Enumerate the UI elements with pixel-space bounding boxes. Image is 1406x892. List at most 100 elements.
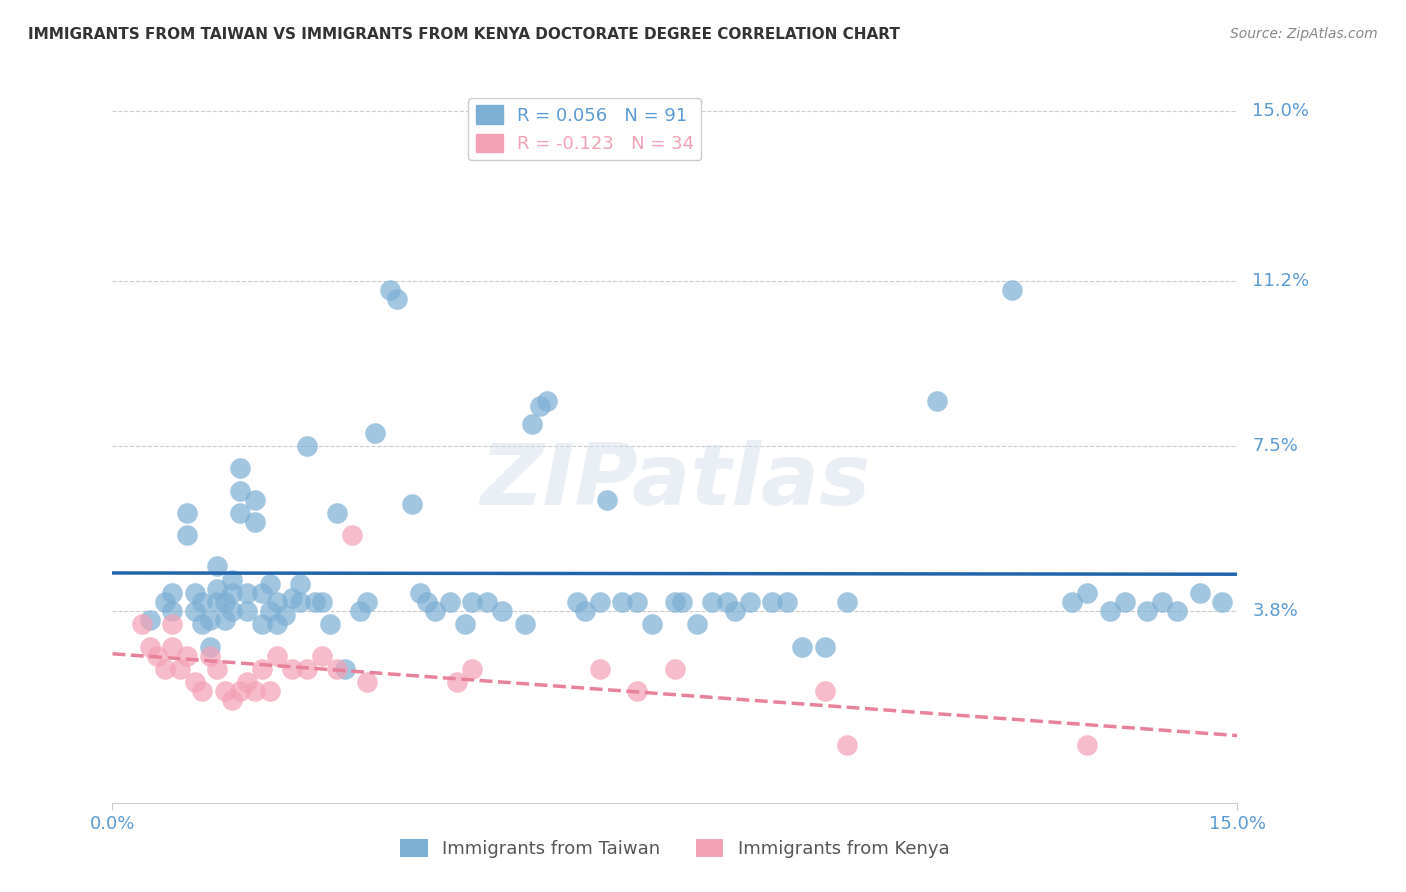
Point (626, 595, 648, 609)
Point (214, 684, 236, 698)
Point (266, 595, 288, 609)
Point (1211, 595, 1233, 609)
Legend: Immigrants from Taiwan, Immigrants from Kenya: Immigrants from Taiwan, Immigrants from … (394, 831, 956, 865)
Point (162, 640, 184, 654)
Point (259, 684, 281, 698)
Point (416, 595, 439, 609)
Point (761, 595, 783, 609)
Point (792, 640, 814, 654)
Point (513, 617, 536, 632)
Point (297, 662, 319, 676)
Point (333, 662, 356, 676)
Text: IMMIGRANTS FROM TAIWAN VS IMMIGRANTS FROM KENYA DOCTORATE DEGREE CORRELATION CHA: IMMIGRANTS FROM TAIWAN VS IMMIGRANTS FRO… (28, 27, 900, 42)
Point (409, 586, 432, 600)
Point (191, 595, 214, 609)
Point (1114, 595, 1136, 609)
Point (311, 595, 333, 609)
Point (716, 595, 738, 609)
Point (252, 617, 274, 632)
Point (236, 586, 259, 600)
Point (221, 604, 243, 618)
Point (252, 662, 274, 676)
Point (378, 283, 401, 297)
Point (221, 586, 243, 600)
Point (198, 613, 221, 627)
Point (243, 684, 266, 698)
Point (364, 425, 387, 440)
Point (1062, 595, 1084, 609)
Point (664, 662, 686, 676)
Point (153, 595, 176, 609)
Point (229, 506, 252, 520)
Point (356, 675, 378, 690)
Point (146, 648, 169, 663)
Point (738, 595, 761, 609)
Text: 7.5%: 7.5% (1253, 437, 1298, 455)
Point (259, 604, 281, 618)
Point (454, 617, 477, 632)
Text: ZIPatlas: ZIPatlas (479, 440, 870, 524)
Point (207, 559, 229, 574)
Point (319, 617, 342, 632)
Point (304, 595, 326, 609)
Point (214, 595, 236, 609)
Point (153, 662, 176, 676)
Point (297, 439, 319, 453)
Point (536, 394, 558, 409)
Point (243, 515, 266, 529)
Point (184, 604, 207, 618)
Point (198, 648, 221, 663)
Point (236, 675, 259, 690)
Point (229, 461, 252, 475)
Point (664, 595, 686, 609)
Point (927, 394, 949, 409)
Point (589, 595, 612, 609)
Point (1188, 586, 1211, 600)
Point (288, 577, 311, 591)
Point (191, 617, 214, 632)
Point (243, 492, 266, 507)
Point (1098, 604, 1121, 618)
Point (837, 595, 859, 609)
Point (387, 292, 409, 306)
Point (423, 604, 446, 618)
Point (139, 613, 162, 627)
Point (837, 738, 859, 752)
Point (311, 648, 333, 663)
Point (281, 662, 304, 676)
Point (229, 483, 252, 498)
Point (612, 595, 634, 609)
Point (176, 648, 198, 663)
Point (401, 497, 423, 511)
Point (266, 617, 288, 632)
Point (349, 604, 371, 618)
Point (259, 577, 281, 591)
Point (221, 693, 243, 707)
Point (131, 617, 153, 632)
Point (814, 684, 837, 698)
Point (326, 662, 349, 676)
Point (446, 675, 468, 690)
Point (776, 595, 799, 609)
Point (1001, 283, 1024, 297)
Point (1076, 738, 1098, 752)
Point (702, 595, 724, 609)
Point (207, 595, 229, 609)
Point (191, 684, 214, 698)
Point (162, 617, 184, 632)
Point (567, 595, 589, 609)
Point (641, 617, 664, 632)
Point (686, 617, 709, 632)
Point (139, 640, 162, 654)
Point (589, 662, 612, 676)
Point (439, 595, 461, 609)
Point (221, 573, 243, 587)
Point (184, 586, 207, 600)
Point (522, 417, 544, 431)
Point (724, 604, 747, 618)
Point (529, 399, 551, 413)
Point (1152, 595, 1174, 609)
Point (626, 684, 648, 698)
Point (1136, 604, 1159, 618)
Point (274, 608, 297, 623)
